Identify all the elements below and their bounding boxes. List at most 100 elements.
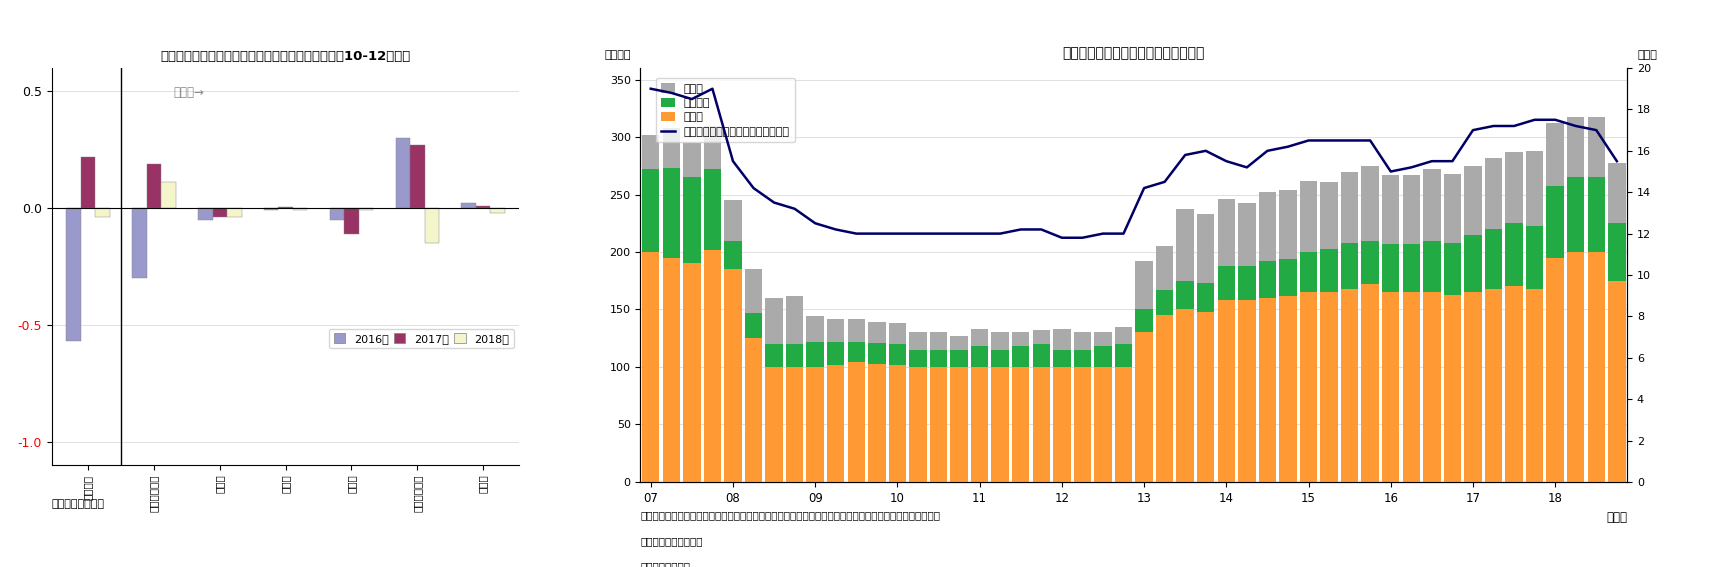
Title: （図表８）株式・出資金・投信除く証券のフロー（10-12月期）: （図表８）株式・出資金・投信除く証券のフロー（10-12月期）: [161, 50, 410, 63]
個人金融資産に占める割合（右軸）: [1050, 234, 1071, 241]
Bar: [991, 332, 1009, 350]
Bar: [95, 208, 109, 218]
Bar: [929, 332, 946, 350]
Bar: [1156, 315, 1173, 482]
Bar: [1545, 123, 1562, 187]
Bar: [1258, 298, 1275, 482]
個人金融資産に占める割合（右軸）: [742, 185, 763, 192]
Bar: [1197, 283, 1214, 312]
Bar: [66, 208, 81, 341]
Bar: [908, 350, 926, 367]
Bar: [704, 125, 721, 169]
個人金融資産に占める割合（右軸）: [1298, 137, 1318, 144]
Bar: [1341, 289, 1358, 482]
Legend: その他, 投資信託, 株式等, 個人金融資産に占める割合（右軸）: その他, 投資信託, 株式等, 個人金融資産に占める割合（右軸）: [656, 78, 794, 142]
個人金融資産に占める割合（右軸）: [867, 230, 887, 237]
個人金融資産に占める割合（右軸）: [1605, 158, 1626, 164]
Bar: [1033, 367, 1050, 482]
Bar: [1505, 286, 1522, 482]
Bar: [1156, 290, 1173, 315]
Bar: [1156, 246, 1173, 290]
Bar: [1422, 292, 1439, 482]
Bar: [213, 208, 227, 218]
Text: （兆円）: （兆円）: [604, 50, 630, 60]
Bar: [848, 319, 865, 342]
Bar: [396, 138, 410, 208]
Bar: [1114, 327, 1131, 344]
Bar: [723, 240, 740, 269]
Bar: [765, 298, 782, 344]
Bar: [1052, 350, 1069, 367]
Bar: [827, 342, 844, 365]
Bar: [642, 135, 659, 169]
個人金融資産に占める割合（右軸）: [1277, 143, 1298, 150]
Bar: [827, 319, 844, 342]
Bar: [1586, 177, 1604, 252]
Bar: [1320, 182, 1337, 248]
個人金融資産に占める割合（右軸）: [969, 230, 990, 237]
Bar: [704, 249, 721, 482]
Bar: [1484, 158, 1502, 229]
Bar: [1093, 332, 1111, 346]
個人金融資産に占める割合（右軸）: [640, 86, 661, 92]
Bar: [744, 313, 761, 338]
Bar: [1464, 166, 1481, 235]
Bar: [1526, 226, 1543, 289]
Bar: [1505, 152, 1522, 223]
個人金融資産に占める割合（右軸）: [682, 96, 702, 103]
個人金融資産に占める割合（右軸）: [763, 199, 784, 206]
Bar: [1033, 344, 1050, 367]
個人金融資産に占める割合（右軸）: [1031, 226, 1052, 233]
個人金融資産に占める割合（右軸）: [1175, 151, 1195, 158]
Bar: [1012, 367, 1029, 482]
Bar: [1176, 310, 1194, 482]
Bar: [806, 342, 823, 367]
Bar: [704, 169, 721, 249]
個人金融資産に占める割合（右軸）: [804, 220, 825, 227]
Bar: [887, 323, 905, 344]
個人金融資産に占める割合（右軸）: [1441, 158, 1462, 164]
Bar: [329, 208, 344, 220]
Bar: [929, 367, 946, 482]
Bar: [263, 208, 279, 210]
個人金融資産に占める割合（右軸）: [886, 230, 907, 237]
Bar: [1216, 199, 1233, 266]
Bar: [1278, 259, 1296, 296]
Text: （資料）日本銀行: （資料）日本銀行: [52, 499, 106, 509]
Bar: [1362, 240, 1379, 284]
Bar: [1278, 296, 1296, 482]
Bar: [1464, 235, 1481, 292]
Text: 託を対象とした: 託を対象とした: [640, 536, 702, 546]
Bar: [1341, 243, 1358, 289]
Bar: [1362, 166, 1379, 240]
Bar: [1216, 301, 1233, 482]
Bar: [765, 367, 782, 482]
個人金融資産に占める割合（右軸）: [784, 205, 804, 212]
Bar: [1443, 174, 1460, 243]
Bar: [1197, 312, 1214, 482]
Bar: [1401, 292, 1419, 482]
個人金融資産に占める割合（右軸）: [661, 90, 682, 96]
Bar: [131, 208, 147, 278]
Bar: [848, 342, 865, 362]
Text: （資料）日本銀行: （資料）日本銀行: [640, 561, 690, 567]
Bar: [1586, 117, 1604, 177]
Bar: [663, 168, 680, 258]
Bar: [490, 208, 505, 213]
Bar: [642, 169, 659, 252]
個人金融資産に占める割合（右軸）: [721, 158, 742, 164]
Bar: [410, 145, 424, 208]
Bar: [950, 367, 967, 482]
Bar: [292, 208, 308, 210]
Bar: [476, 206, 490, 208]
Bar: [663, 128, 680, 168]
Bar: [1443, 294, 1460, 482]
Bar: [683, 143, 701, 177]
Bar: [1052, 367, 1069, 482]
個人金融資産に占める割合（右軸）: [825, 226, 846, 233]
Bar: [744, 338, 761, 482]
Bar: [1401, 244, 1419, 292]
Bar: [1237, 301, 1254, 482]
Bar: [887, 344, 905, 365]
Bar: [908, 367, 926, 482]
